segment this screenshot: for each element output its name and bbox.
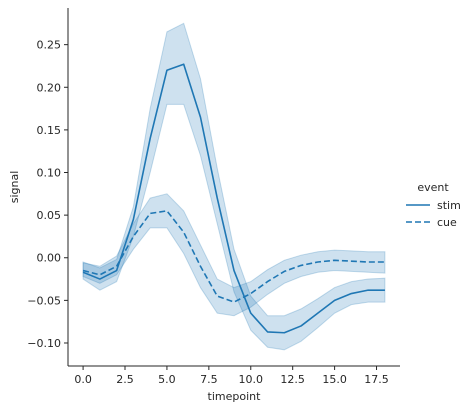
- x-tick-label: 5.0: [158, 373, 176, 386]
- x-tick-label: 15.0: [322, 373, 347, 386]
- y-tick-label: −0.10: [27, 337, 61, 350]
- series-lines: [82, 63, 385, 334]
- x-tick-label: 17.5: [364, 373, 389, 386]
- y-tick-label: −0.05: [27, 294, 61, 307]
- legend: event stim cue: [406, 181, 461, 229]
- y-tick-label: 0.20: [37, 81, 62, 94]
- x-tick-label: 10.0: [239, 373, 264, 386]
- y-tick-label: 0.15: [37, 124, 62, 137]
- y-tick-label: 0.10: [37, 167, 62, 180]
- series-line-cue: [82, 210, 385, 303]
- x-axis-ticks: 0.0 2.5 5.0 7.5 10.0 12.5 15.0 17.5: [74, 366, 389, 386]
- y-axis-ticks: −0.10 −0.05 0.00 0.05 0.10 0.15 0.20 0.25: [27, 39, 68, 350]
- series-line-stim: [82, 63, 385, 334]
- y-tick-label: 0.00: [37, 252, 62, 265]
- legend-label-stim: stim: [437, 199, 461, 212]
- legend-label-cue: cue: [437, 216, 457, 229]
- confidence-bands: [82, 22, 386, 351]
- x-tick-label: 2.5: [116, 373, 134, 386]
- x-tick-label: 12.5: [280, 373, 305, 386]
- y-tick-label: 0.05: [37, 209, 62, 222]
- legend-title: event: [417, 181, 449, 194]
- x-tick-label: 7.5: [200, 373, 218, 386]
- x-axis-title: timepoint: [208, 390, 262, 403]
- y-axis-title: signal: [8, 171, 21, 204]
- y-tick-label: 0.25: [37, 39, 62, 52]
- x-tick-label: 0.0: [74, 373, 92, 386]
- ci-band-cue: [82, 193, 386, 317]
